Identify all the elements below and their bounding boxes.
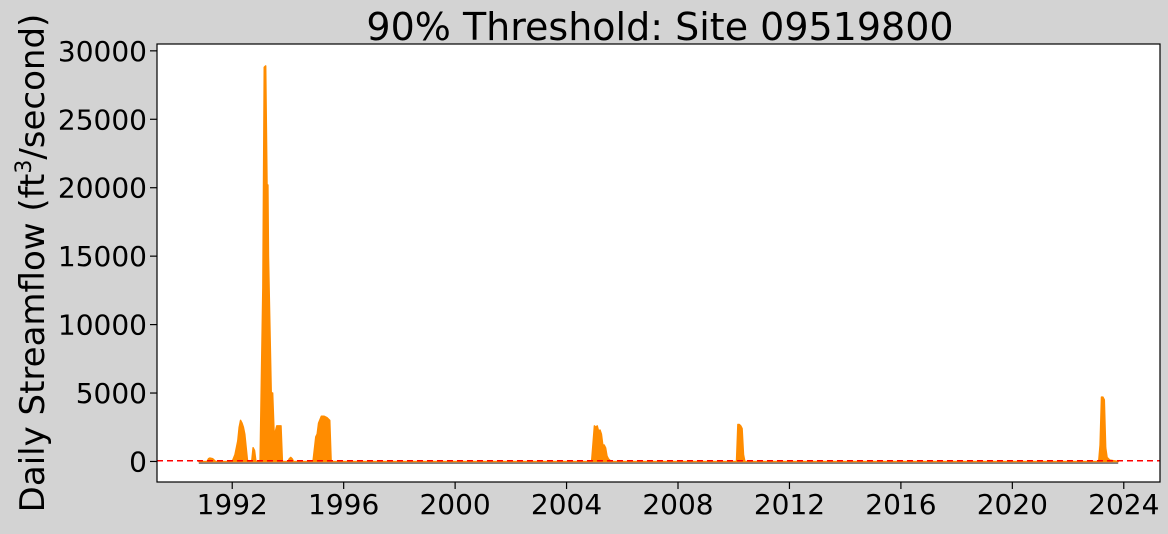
x-tick-label: 2004 — [531, 488, 602, 521]
y-axis-label: Daily Streamflow (ft3/second) — [12, 14, 53, 513]
y-axis: 0 5000 10000 15000 20000 25000 30000 — [58, 35, 157, 478]
plot-area — [157, 44, 1160, 482]
y-axis-label-suffix: /second) — [13, 14, 53, 160]
x-tick-label: 2024 — [1088, 488, 1159, 521]
y-axis-label-prefix: Daily Streamflow (ft — [13, 174, 53, 513]
y-tick-label: 25000 — [58, 103, 147, 136]
y-tick-label: 0 — [129, 445, 147, 478]
x-tick-label: 2020 — [977, 488, 1048, 521]
x-tick-label: 1992 — [197, 488, 268, 521]
y-tick-label: 10000 — [58, 309, 147, 342]
x-tick-label: 2000 — [419, 488, 490, 521]
x-tick-label: 1996 — [308, 488, 379, 521]
y-tick-label: 30000 — [58, 35, 147, 68]
y-axis-label-superscript: 3 — [12, 160, 37, 174]
x-tick-label: 2008 — [642, 488, 713, 521]
y-tick-label: 20000 — [58, 172, 147, 205]
plot-frame — [156, 43, 1161, 483]
x-tick-label: 2016 — [865, 488, 936, 521]
x-axis: 1992 1996 2000 2004 2008 2012 2016 2020 2024 — [197, 482, 1159, 521]
y-tick-label: 15000 — [58, 240, 147, 273]
chart-title: 90% Threshold: Site 09519800 — [366, 5, 953, 49]
y-tick-label: 5000 — [76, 377, 147, 410]
x-tick-label: 2012 — [754, 488, 825, 521]
